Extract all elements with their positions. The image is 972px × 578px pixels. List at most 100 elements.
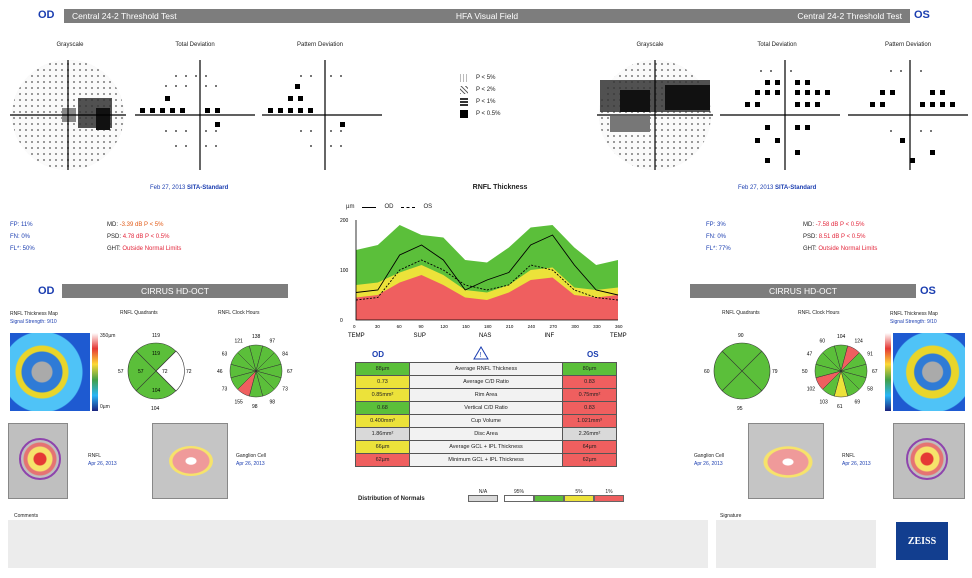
os-test-name: Central 24-2 Threshold Test [797,11,902,21]
distribution-legend: N/A 95% 5% 1% [468,489,624,502]
x-tick-label: 330 [593,324,601,329]
os-grayscale-label: Grayscale [636,42,664,48]
os-vf-date-row: Feb 27, 2013 SITA-Standard [738,185,816,191]
os-gcl-date: Apr 26, 2013 [694,461,723,467]
od-psd-label: PSD: [107,234,122,240]
measurement-row: 0.85mm² Rim Area 0.75mm² [355,388,617,402]
os-md-label: MD: [803,222,814,228]
os-clock-value: 69 [855,399,861,405]
od-psd-value: 4.78 dB P < 0.5% [122,234,170,240]
od-reliability: FP: 11% FN: 0% FL*: 50% [10,219,35,255]
os-fn: FN: 0% [706,234,727,240]
os-quadrants-label: RNFL Quadrants [722,310,760,316]
dist-na: N/A [478,489,488,495]
measurement-label: Vertical C/D Ratio [409,401,563,415]
os-grayscale-plot [597,60,713,170]
od-clock-value: 97 [270,339,276,345]
od-clock-value: 73 [222,387,228,393]
os-clock-value: 104 [837,334,846,340]
os-disc-overlay [906,438,948,480]
os-clock-hours: 104 124 91 67 58 69 61 103 102 50 47 60 [802,334,878,410]
od-map-scale [92,333,98,411]
od-map-top: 350µm [100,333,116,339]
rnfl-chart-title: RNFL Thickness [472,184,528,191]
vf-header-bar: Central 24-2 Threshold Test HFA Visual F… [64,9,910,23]
od-signal-strength: Signal Strength: 9/10 [10,319,57,325]
os-map-title: RNFL Thickness Map [890,311,938,317]
distribution-label: Distribution of Normals [358,496,425,502]
comments-box[interactable] [8,520,708,568]
x-tick-label: 150 [462,324,470,329]
od-rnfl-date: Apr 26, 2013 [88,461,117,467]
od-q-top: 119 [152,333,160,339]
measurement-label: Average C/D Ratio [409,375,563,389]
os-rnfl-caption-title: RNFL [842,453,856,459]
rnfl-unit: µm [346,204,355,210]
od-gcl-caption: Ganglion Cell Apr 26, 2013 [236,452,266,468]
legend-os-text: OS [423,204,433,210]
os-psd-value: 8.51 dB P < 0.5% [818,234,866,240]
os-reliability: FP: 3% FN: 0% FL*: 77% [706,219,731,255]
od-value: 88µm [355,362,410,376]
signature-box[interactable] [716,520,876,568]
os-vf-strategy: SITA-Standard [775,185,817,191]
os-q-bottom: 95 [737,406,743,412]
od-clock-value: 73 [282,387,288,393]
oct-os-header: CIRRUS HD-OCT [690,284,916,298]
vf-plots [10,60,968,170]
od-quadrant-pie: 119 72 104 57 119 72 104 57 [118,333,192,412]
measurement-label: Average GCL + IPL Thickness [409,440,563,454]
dist-na-box [468,495,498,502]
series-line-od [355,234,619,296]
x-tick-label: 240 [528,324,536,329]
measurement-row: 1.86mm² Disc Area 2.26mm² [355,427,617,441]
os-gcl-fundus [748,423,824,499]
os-clock-label: RNFL Clock Hours [798,310,840,316]
od-vf-date: Feb 27, 2013 [150,185,186,191]
dist-yellow-box [564,495,594,502]
od-md-label: MD: [107,222,118,228]
od-q-temporal: 57 [118,369,124,375]
x-tick-label: 0 [353,324,356,329]
sector-label: INF [545,333,555,339]
os-clock-value: 60 [820,339,826,345]
vf-title: HFA Visual Field [455,11,519,21]
x-tick-label: 60 [397,324,403,329]
legend-p5: P < 5% [476,75,496,81]
measurement-label: Minimum GCL + IPL Thickness [409,453,563,467]
measurement-row: 66µm Average GCL + IPL Thickness 64µm [355,440,617,454]
series-line-os [355,259,619,301]
table-os-label: OS [587,350,599,359]
zeiss-logo: ZEISS [896,522,948,560]
os-eye-label: OS [914,9,930,21]
abnormal-band-red [356,275,618,320]
od-thickness-map [10,333,90,411]
x-tick-label: 270 [550,324,558,329]
od-q-temporal-inner: 57 [138,369,144,375]
os-clock-value: 124 [855,339,864,345]
od-clock-value: 138 [252,334,261,340]
sector-label: SUP [414,333,426,339]
od-test-name: Central 24-2 Threshold Test [72,11,177,21]
os-fl: FL*: 77% [706,246,731,252]
od-fp: FP: 11% [10,222,33,228]
od-total-dev-label: Total Deviation [175,42,215,48]
od-eye-label: OD [38,9,55,21]
vf-legend: P < 5% P < 2% P < 1% P < 0.5% [460,72,500,120]
od-value: 0.400mm³ [355,414,410,428]
table-warning-icon: ! [473,346,489,362]
od-fn: FN: 0% [10,234,31,240]
x-tick-label: 90 [419,324,425,329]
od-value: 66µm [355,440,410,454]
os-gcl-overlay [763,446,813,478]
od-clock-value: 155 [235,399,244,405]
os-thickness-map [893,333,965,411]
os-clock-value: 91 [867,352,873,358]
sector-label: TEMP [610,333,627,339]
x-tick-label: 210 [506,324,514,329]
measurement-table: 88µm Average RNFL Thickness 80µm 0.73 Averag… [355,362,617,467]
legend-p05: P < 0.5% [476,111,501,117]
os-rnfl-date: Apr 26, 2013 [842,461,871,467]
os-psd-label: PSD: [803,234,818,240]
od-gcl-fundus [152,423,228,499]
